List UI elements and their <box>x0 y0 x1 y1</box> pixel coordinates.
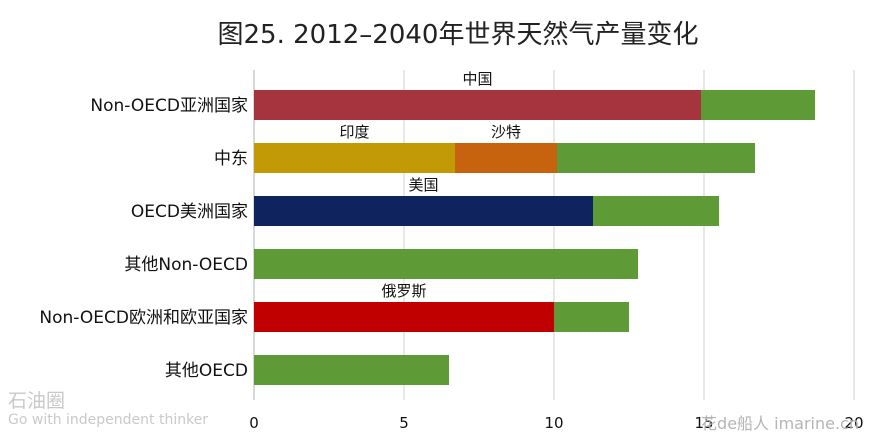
segment-label: 中国 <box>462 70 492 88</box>
category-label: 中东 <box>214 149 248 169</box>
bar-segment <box>254 355 449 385</box>
bar-segment <box>254 302 554 332</box>
bars <box>254 90 815 385</box>
bar-segment <box>593 196 719 226</box>
x-tick-10: 10 <box>544 414 563 432</box>
grid <box>253 70 855 400</box>
bar-segment <box>254 90 701 120</box>
bar-segment <box>254 196 593 226</box>
watermark-right: 花de船人 imarine.cn <box>701 414 859 433</box>
bar-segment <box>254 249 638 279</box>
bar-segment <box>455 143 557 173</box>
bar-segment <box>554 302 629 332</box>
bar-segment <box>254 143 455 173</box>
category-label: 其他Non-OECD <box>124 255 248 275</box>
segment-label: 俄罗斯 <box>381 282 426 300</box>
watermark-left: 石油圈 <box>8 390 66 412</box>
category-label: 其他OECD <box>165 361 248 381</box>
category-label: OECD美洲国家 <box>131 202 248 222</box>
segment-label: 美国 <box>408 176 438 194</box>
x-tick-labels: 0 5 10 15 20 <box>249 414 863 432</box>
x-tick-0: 0 <box>249 414 259 432</box>
x-tick-15: 15 <box>694 414 713 432</box>
category-label: Non-OECD亚洲国家 <box>90 96 248 116</box>
watermark-left-subtitle: Go with independent thinker <box>8 412 209 428</box>
chart-title: 图25. 2012–2040年世界天然气产量变化 <box>218 20 699 50</box>
x-tick-5: 5 <box>399 414 409 432</box>
bar-segment <box>701 90 815 120</box>
bar-segment <box>557 143 755 173</box>
x-tick-20: 20 <box>844 414 863 432</box>
category-label: Non-OECD欧洲和欧亚国家 <box>39 308 248 328</box>
segment-label: 印度 <box>339 123 369 141</box>
segment-label: 沙特 <box>491 123 521 141</box>
